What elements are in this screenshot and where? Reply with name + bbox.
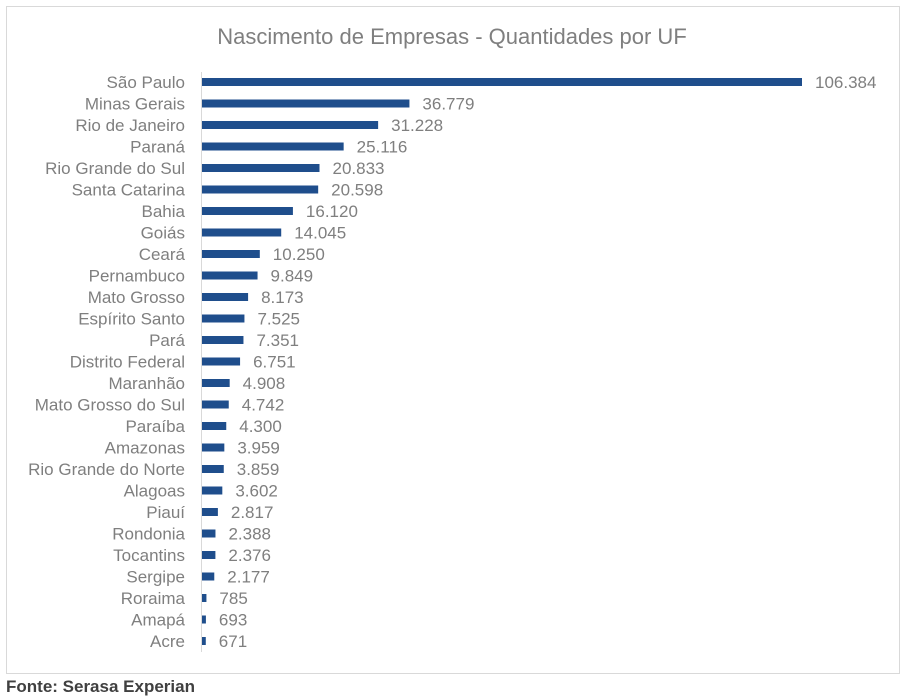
category-label: Espírito Santo <box>78 310 185 329</box>
category-label: Alagoas <box>124 482 185 501</box>
bar <box>202 207 293 215</box>
value-label: 6.751 <box>253 353 296 372</box>
bar <box>202 615 206 624</box>
bar <box>202 637 206 645</box>
category-label: Rio Grande do Sul <box>45 159 185 178</box>
bar <box>202 379 230 387</box>
category-label: Amapá <box>131 611 185 630</box>
category-label: Acre <box>150 632 185 651</box>
value-label: 3.602 <box>235 482 278 501</box>
bar <box>202 142 344 151</box>
value-label: 4.742 <box>242 396 285 415</box>
bar <box>202 228 282 237</box>
value-label: 2.388 <box>228 525 271 544</box>
value-label: 671 <box>219 632 247 651</box>
bar <box>202 486 223 495</box>
category-label: Amazonas <box>105 439 185 458</box>
category-label: Paraíba <box>125 417 185 436</box>
bar <box>202 572 215 581</box>
bar <box>202 271 258 280</box>
category-label: Roraima <box>121 589 186 608</box>
category-label: Minas Gerais <box>85 95 185 114</box>
bar <box>202 121 379 129</box>
value-label: 7.525 <box>257 310 300 329</box>
value-label: 25.116 <box>357 138 408 157</box>
value-label: 7.351 <box>256 331 299 350</box>
bar <box>202 422 227 430</box>
value-label: 2.177 <box>227 568 270 587</box>
category-label: Tocantins <box>113 546 185 565</box>
bar <box>202 508 218 516</box>
bar <box>202 357 241 366</box>
category-label: Rondonia <box>112 525 185 544</box>
category-label: Bahia <box>142 202 186 221</box>
value-label: 16.120 <box>306 202 358 221</box>
bar <box>202 336 244 344</box>
category-label: Paraná <box>130 138 185 157</box>
value-label: 8.173 <box>261 288 304 307</box>
bar <box>202 185 319 194</box>
category-label: Mato Grosso do Sul <box>35 396 185 415</box>
category-label: Rio Grande do Norte <box>28 460 185 479</box>
bar <box>202 78 802 86</box>
category-label: Distrito Federal <box>70 353 185 372</box>
value-label: 20.833 <box>332 159 384 178</box>
category-label: Pernambuco <box>89 267 185 286</box>
value-label: 31.228 <box>391 116 443 135</box>
bar <box>202 164 320 172</box>
value-label: 14.045 <box>294 224 346 243</box>
value-label: 3.959 <box>237 439 280 458</box>
bar <box>202 400 229 409</box>
source-note: Fonte: Serasa Experian <box>6 677 195 696</box>
category-label: Piauí <box>146 503 185 522</box>
bar <box>202 99 410 108</box>
value-label: 4.300 <box>239 417 282 436</box>
category-label: Ceará <box>139 245 186 264</box>
bar <box>202 465 224 473</box>
bar <box>202 293 249 301</box>
category-label: Mato Grosso <box>88 288 185 307</box>
category-label: Sergipe <box>126 568 185 587</box>
chart-frame <box>6 6 900 674</box>
value-label: 3.859 <box>237 460 280 479</box>
value-label: 9.849 <box>271 267 314 286</box>
bar <box>202 529 216 538</box>
value-label: 10.250 <box>273 245 325 264</box>
value-label: 20.598 <box>331 181 383 200</box>
bar <box>202 551 216 559</box>
value-label: 2.817 <box>231 503 274 522</box>
value-label: 693 <box>219 611 247 630</box>
bar <box>202 443 225 452</box>
category-label: Santa Catarina <box>72 181 186 200</box>
value-label: 106.384 <box>815 73 876 92</box>
category-label: Rio de Janeiro <box>75 116 185 135</box>
bar <box>202 314 245 323</box>
value-label: 785 <box>219 589 247 608</box>
value-label: 36.779 <box>422 95 474 114</box>
category-label: Goiás <box>141 224 185 243</box>
value-label: 2.376 <box>228 546 271 565</box>
bar <box>202 250 260 258</box>
value-label: 4.908 <box>243 374 286 393</box>
category-label: Maranhão <box>108 374 185 393</box>
category-label: São Paulo <box>107 73 185 92</box>
category-label: Pará <box>149 331 185 350</box>
chart-title: Nascimento de Empresas - Quantidades por… <box>217 24 687 49</box>
bar <box>202 594 207 602</box>
